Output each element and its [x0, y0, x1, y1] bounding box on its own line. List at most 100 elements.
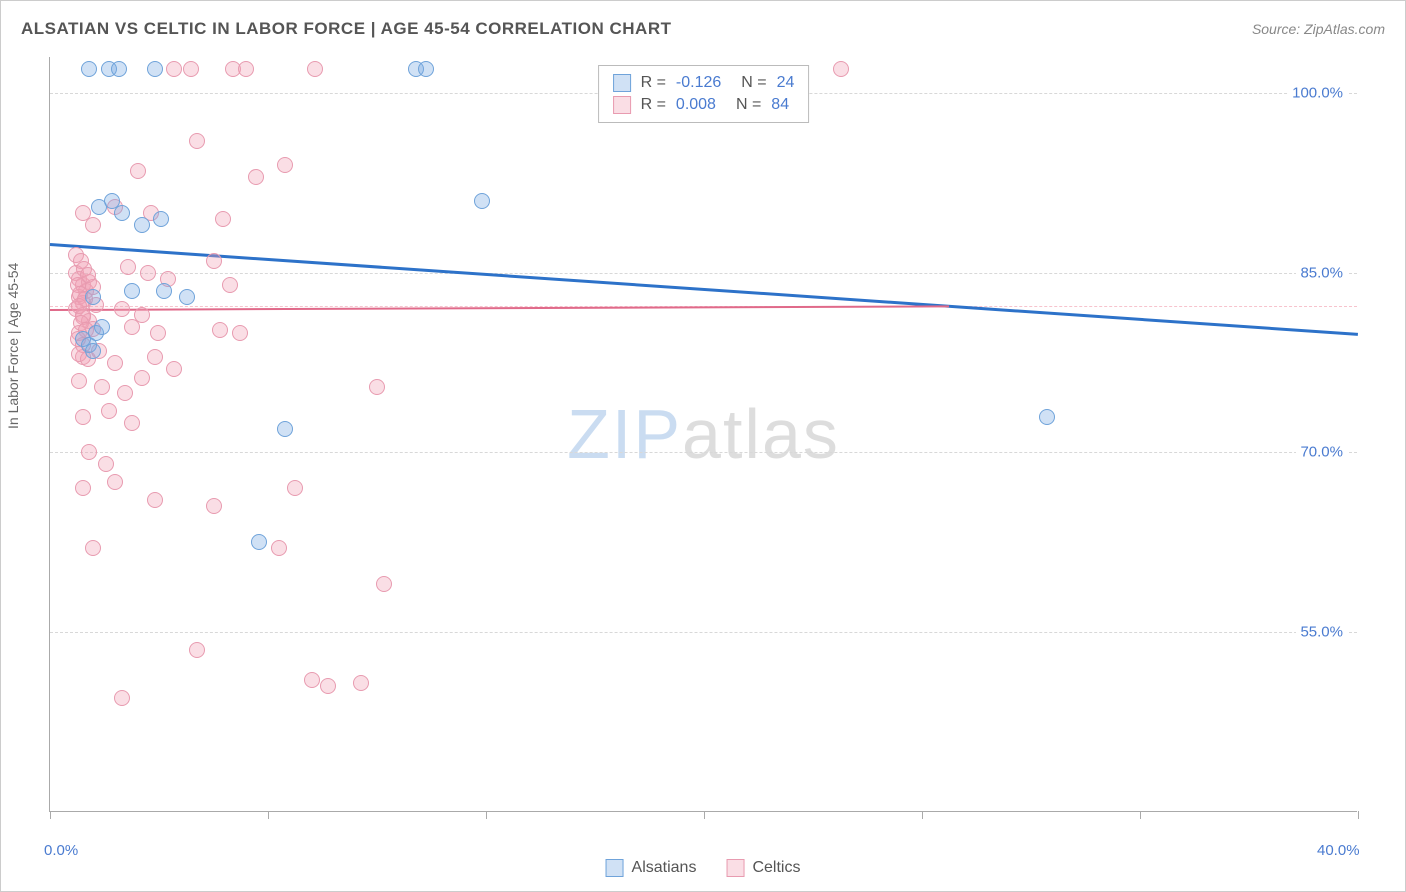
data-point — [474, 193, 490, 209]
data-point — [304, 672, 320, 688]
chart-container: ALSATIAN VS CELTIC IN LABOR FORCE | AGE … — [0, 0, 1406, 892]
trend-line — [50, 243, 1358, 335]
legend-label-celtics: Celtics — [752, 859, 800, 877]
data-point — [94, 319, 110, 335]
data-point — [147, 492, 163, 508]
data-point — [98, 456, 114, 472]
legend-item-celtics: Celtics — [726, 859, 800, 877]
data-point — [277, 421, 293, 437]
data-point — [147, 349, 163, 365]
legend-row-celtics: R = 0.008 N = 84 — [613, 94, 795, 116]
data-point — [85, 540, 101, 556]
data-point — [81, 444, 97, 460]
x-tick — [50, 811, 51, 819]
x-tick-label: 40.0% — [1317, 842, 1360, 859]
watermark-atlas: atlas — [682, 395, 840, 473]
data-point — [307, 61, 323, 77]
data-point — [179, 289, 195, 305]
y-tick-label: 55.0% — [1296, 624, 1347, 641]
gridline-h — [50, 273, 1357, 274]
series-legend: Alsatians Celtics — [606, 859, 801, 877]
y-tick-label: 85.0% — [1296, 264, 1347, 281]
data-point — [104, 193, 120, 209]
data-point — [114, 301, 130, 317]
data-point — [183, 61, 199, 77]
plot-area: ZIPatlas R = -0.126 N = 24 R = 0.008 N =… — [49, 57, 1357, 812]
data-point — [833, 61, 849, 77]
data-point — [232, 325, 248, 341]
data-point — [81, 61, 97, 77]
r-value-celtics: 0.008 — [676, 96, 716, 114]
r-label: R = — [641, 96, 666, 114]
data-point — [212, 322, 228, 338]
data-point — [353, 675, 369, 691]
data-point — [111, 61, 127, 77]
data-point — [147, 61, 163, 77]
data-point — [85, 217, 101, 233]
data-point — [101, 403, 117, 419]
data-point — [166, 61, 182, 77]
data-point — [166, 361, 182, 377]
watermark-zip: ZIP — [567, 395, 682, 473]
x-tick — [486, 811, 487, 819]
data-point — [94, 379, 110, 395]
swatch-alsatians — [613, 74, 631, 92]
data-point — [75, 409, 91, 425]
data-point — [156, 283, 172, 299]
x-tick — [1358, 811, 1359, 819]
legend-row-alsatians: R = -0.126 N = 24 — [613, 72, 795, 94]
correlation-legend: R = -0.126 N = 24 R = 0.008 N = 84 — [598, 65, 810, 123]
data-point — [150, 325, 166, 341]
x-tick — [922, 811, 923, 819]
data-point — [206, 498, 222, 514]
n-label: N = — [741, 74, 766, 92]
data-point — [134, 217, 150, 233]
data-point — [153, 211, 169, 227]
data-point — [107, 474, 123, 490]
data-point — [85, 289, 101, 305]
data-point — [277, 157, 293, 173]
data-point — [130, 163, 146, 179]
swatch-celtics — [726, 859, 744, 877]
data-point — [124, 319, 140, 335]
data-point — [271, 540, 287, 556]
chart-title: ALSATIAN VS CELTIC IN LABOR FORCE | AGE … — [21, 19, 671, 39]
data-point — [251, 534, 267, 550]
r-label: R = — [641, 74, 666, 92]
data-point — [71, 373, 87, 389]
data-point — [85, 343, 101, 359]
data-point — [1039, 409, 1055, 425]
data-point — [120, 259, 136, 275]
n-value-celtics: 84 — [771, 96, 789, 114]
data-point — [134, 370, 150, 386]
data-point — [287, 480, 303, 496]
data-point — [114, 690, 130, 706]
legend-label-alsatians: Alsatians — [632, 859, 697, 877]
swatch-alsatians — [606, 859, 624, 877]
data-point — [215, 211, 231, 227]
n-label: N = — [736, 96, 761, 114]
title-row: ALSATIAN VS CELTIC IN LABOR FORCE | AGE … — [21, 19, 1385, 39]
x-tick — [704, 811, 705, 819]
watermark: ZIPatlas — [567, 394, 840, 474]
data-point — [376, 576, 392, 592]
data-point — [124, 283, 140, 299]
legend-item-alsatians: Alsatians — [606, 859, 697, 877]
x-tick-label: 0.0% — [44, 842, 78, 859]
swatch-celtics — [613, 96, 631, 114]
data-point — [206, 253, 222, 269]
y-tick-label: 100.0% — [1288, 84, 1347, 101]
gridline-h — [50, 632, 1357, 633]
y-axis-title: In Labor Force | Age 45-54 — [5, 263, 21, 429]
data-point — [248, 169, 264, 185]
r-value-alsatians: -0.126 — [676, 74, 721, 92]
data-point — [124, 415, 140, 431]
data-point — [238, 61, 254, 77]
data-point — [369, 379, 385, 395]
data-point — [320, 678, 336, 694]
data-point — [140, 265, 156, 281]
source-attribution: Source: ZipAtlas.com — [1252, 21, 1385, 37]
y-tick-label: 70.0% — [1296, 444, 1347, 461]
n-value-alsatians: 24 — [777, 74, 795, 92]
data-point — [189, 642, 205, 658]
